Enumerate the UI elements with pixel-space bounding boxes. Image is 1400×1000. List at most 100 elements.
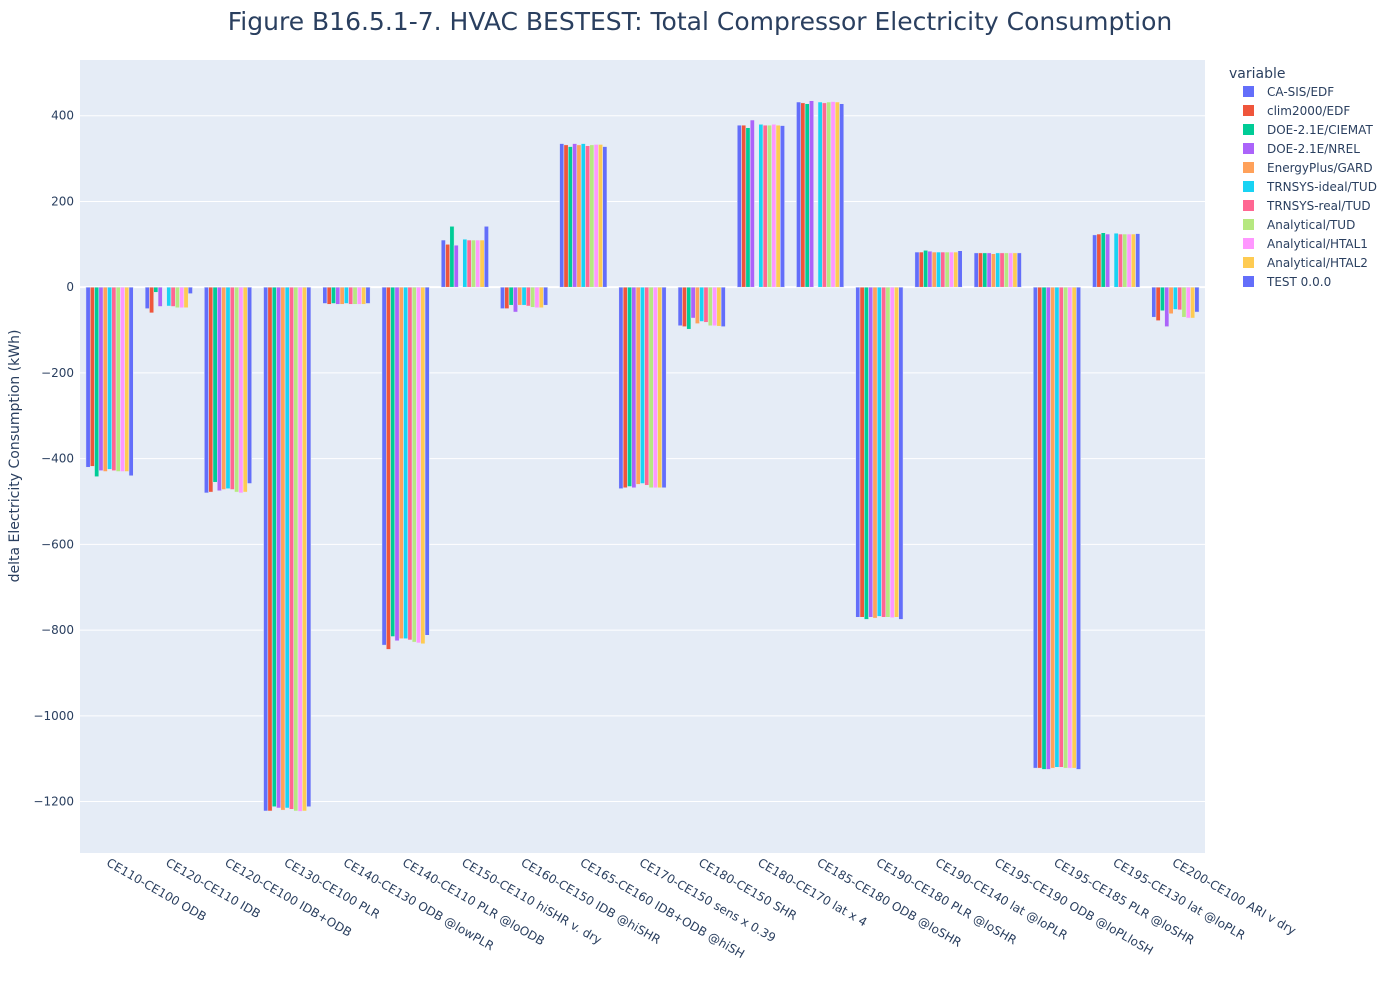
bar [585, 145, 590, 288]
bar [361, 286, 367, 305]
bar [1185, 286, 1191, 319]
bar [627, 286, 632, 487]
bar [1118, 233, 1123, 288]
bar [1033, 286, 1038, 769]
bar [1177, 286, 1183, 311]
bar [525, 286, 531, 307]
bar [771, 124, 777, 288]
bar [800, 102, 806, 288]
bar [183, 286, 189, 309]
bar [690, 286, 696, 319]
bar [1181, 286, 1187, 318]
bar [212, 286, 218, 483]
bar [534, 286, 540, 309]
bar [1135, 233, 1141, 288]
bar [500, 286, 505, 309]
bar [1041, 286, 1047, 770]
bar [149, 286, 154, 314]
bar [703, 286, 709, 323]
bar [1172, 286, 1178, 310]
bar [538, 286, 544, 309]
bar [898, 286, 904, 620]
chart-title: Figure B16.5.1-7. HVAC BESTEST: Total Co… [228, 7, 1172, 36]
bar [749, 119, 755, 288]
bar [944, 251, 950, 288]
bar [576, 144, 582, 288]
bar [657, 286, 663, 489]
bar [1160, 286, 1165, 312]
bar [466, 239, 472, 288]
bar [276, 286, 282, 809]
bar [1164, 286, 1170, 327]
bar [416, 286, 421, 644]
bar [872, 286, 878, 619]
bar [707, 286, 713, 327]
bar [1194, 286, 1200, 313]
bar [940, 251, 946, 288]
bar [111, 286, 117, 471]
bar [297, 286, 303, 812]
bar [889, 286, 895, 618]
bar [767, 124, 772, 288]
bar [686, 286, 692, 330]
bar [322, 286, 328, 304]
legend-label: Analytical/HTAL1 [1267, 237, 1368, 251]
bar [170, 286, 176, 307]
x-tick-label: CE110-CE100 ODB [104, 855, 209, 924]
bar [580, 143, 586, 288]
bars [85, 100, 1200, 812]
legend-swatch [1243, 257, 1254, 268]
bar [598, 144, 603, 288]
legend-swatch [1243, 162, 1254, 173]
bar [411, 286, 417, 643]
y-tick-label: −200 [41, 366, 74, 380]
bar [390, 286, 396, 637]
bar [699, 286, 705, 322]
bar [175, 286, 180, 309]
bar [348, 286, 354, 305]
bar [1008, 252, 1014, 288]
bar [653, 286, 658, 489]
bar [758, 124, 764, 288]
bar [352, 286, 358, 305]
bar [1054, 286, 1060, 768]
bar [986, 252, 992, 288]
bar [107, 286, 113, 470]
legend: variable CA-SIS/EDF clim2000/EDF DOE-2.1E/… [1229, 66, 1377, 289]
bar [153, 286, 159, 293]
bar [339, 286, 345, 305]
bar [289, 286, 294, 810]
bar [179, 286, 185, 309]
bar [661, 286, 667, 489]
y-tick-label: −400 [41, 452, 74, 466]
bar [293, 286, 299, 812]
bar [483, 226, 489, 288]
bar [440, 239, 446, 288]
legend-label: CA-SIS/EDF [1267, 85, 1334, 99]
bar [953, 251, 959, 288]
bar [263, 286, 269, 812]
x-tick-label: CE180-CE150 SHR [696, 855, 799, 923]
bar [420, 286, 426, 645]
legend-swatch [1243, 276, 1254, 287]
bar [1016, 252, 1022, 288]
bar [517, 286, 523, 306]
bar [1050, 286, 1056, 769]
legend-label: Analytical/HTAL2 [1267, 256, 1368, 270]
bar [644, 286, 650, 486]
y-tick-labels: 400 200 0 −200 −400 −600 −800 −1000 −1200 [33, 109, 74, 809]
legend-swatch [1243, 86, 1254, 97]
bar [403, 286, 409, 639]
bar [462, 238, 468, 288]
bar [234, 286, 240, 493]
bar [716, 286, 722, 327]
bar [1100, 232, 1106, 288]
legend-label: DOE-2.1E/CIEMAT [1267, 123, 1373, 137]
legend-title: variable [1229, 66, 1285, 82]
bar [635, 286, 641, 485]
bar [589, 144, 595, 288]
bar [927, 250, 933, 288]
bar [407, 286, 413, 641]
